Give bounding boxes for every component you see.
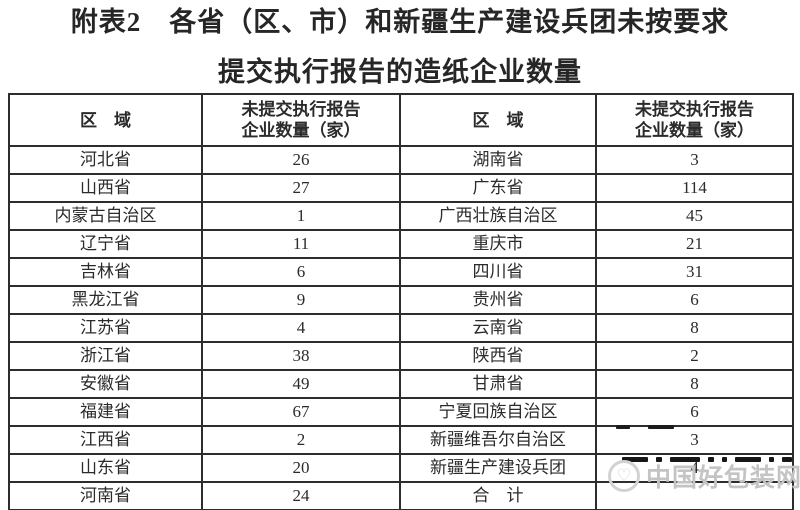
cell-count: 38 <box>201 341 401 371</box>
cell-count: 1 <box>201 201 401 231</box>
table-row: 山西省 27 广东省 114 <box>8 173 794 203</box>
cell-region: 河北省 <box>8 145 203 175</box>
cell-count: 4 <box>201 313 401 343</box>
cell-count: 11 <box>201 229 401 259</box>
cell-count: 49 <box>201 369 401 399</box>
table-row: 山东省 20 新疆生产建设兵团 4 <box>8 453 794 483</box>
table-row: 福建省 67 宁夏回族自治区 6 <box>8 397 794 427</box>
cell-count: 6 <box>201 257 401 287</box>
cell-region: 湖南省 <box>399 145 597 175</box>
cell-count: 20 <box>201 453 401 483</box>
table-row: 内蒙古自治区 1 广西壮族自治区 45 <box>8 201 794 231</box>
table-row: 浙江省 38 陕西省 2 <box>8 341 794 371</box>
cell-region: 甘肃省 <box>399 369 597 399</box>
watermark-text: 中国好包装网 <box>646 463 800 492</box>
title-line-1: 附表2 各省（区、市）和新疆生产建设兵团未按要求 <box>70 7 730 37</box>
header-count-left-line1: 未提交执行报告 <box>241 100 361 119</box>
cell-region: 贵州省 <box>399 285 597 315</box>
cell-region: 广东省 <box>399 173 597 203</box>
cell-region: 江西省 <box>8 425 203 455</box>
table-row: 河北省 26 湖南省 3 <box>8 145 794 175</box>
table-row: 吉林省 6 四川省 31 <box>8 257 794 287</box>
cell-region: 云南省 <box>399 313 597 343</box>
table-row: 安徽省 49 甘肃省 8 <box>8 369 794 399</box>
header-count-right-line2: 企业数量（家） <box>635 121 754 140</box>
cell-count: 8 <box>595 369 794 399</box>
cell-count: 9 <box>201 285 401 315</box>
watermark-logo-icon: ♡ <box>608 460 640 492</box>
document-title: 附表2 各省（区、市）和新疆生产建设兵团未按要求 提交执行报告的造纸企业数量 <box>0 6 800 88</box>
cell-region: 福建省 <box>8 397 203 427</box>
header-row: 区 域 未提交执行报告 企业数量（家） 区 域 未提交执行报告 企业数量（家） <box>8 93 794 147</box>
cell-region: 新疆生产建设兵团 <box>399 453 597 483</box>
cell-region: 河南省 <box>8 481 203 510</box>
cell-region: 新疆维吾尔自治区 <box>399 425 597 455</box>
cell-count: 21 <box>595 229 794 259</box>
cell-region: 陕西省 <box>399 341 597 371</box>
header-count-left: 未提交执行报告 企业数量（家） <box>201 93 401 147</box>
cell-region: 黑龙江省 <box>8 285 203 315</box>
cell-region: 宁夏回族自治区 <box>399 397 597 427</box>
table-row: 江西省 2 新疆维吾尔自治区 3 <box>8 425 794 455</box>
title-line-2: 提交执行报告的造纸企业数量 <box>218 57 582 87</box>
cell-region: 内蒙古自治区 <box>8 201 203 231</box>
cell-region: 江苏省 <box>8 313 203 343</box>
watermark: ♡ 中国好包装网 <box>602 452 800 502</box>
cell-count: 3 <box>595 145 794 175</box>
header-region-right: 区 域 <box>399 93 597 147</box>
header-count-right: 未提交执行报告 企业数量（家） <box>595 93 794 147</box>
cell-region: 广西壮族自治区 <box>399 201 597 231</box>
cell-count: 2 <box>201 425 401 455</box>
cell-count: 6 <box>595 397 794 427</box>
header-count-left-line2: 企业数量（家） <box>241 121 361 140</box>
table-row: 江苏省 4 云南省 8 <box>8 313 794 343</box>
cell-count: 24 <box>201 481 401 510</box>
table-row: 黑龙江省 9 贵州省 6 <box>8 285 794 315</box>
cell-region: 辽宁省 <box>8 229 203 259</box>
cell-count: 27 <box>201 173 401 203</box>
cell-count: 45 <box>595 201 794 231</box>
cell-region: 四川省 <box>399 257 597 287</box>
cell-count: 31 <box>595 257 794 287</box>
header-count-right-line1: 未提交执行报告 <box>635 100 754 119</box>
report-table: 区 域 未提交执行报告 企业数量（家） 区 域 未提交执行报告 企业数量（家） … <box>8 93 794 510</box>
cell-region: 山东省 <box>8 453 203 483</box>
cell-count: 8 <box>595 313 794 343</box>
scan-artifact-dashes <box>616 425 674 430</box>
cell-region: 山西省 <box>8 173 203 203</box>
header-region-left: 区 域 <box>8 93 203 147</box>
table-row: 辽宁省 11 重庆市 21 <box>8 229 794 259</box>
cell-region: 浙江省 <box>8 341 203 371</box>
cell-count: 3 <box>595 425 794 455</box>
cell-count: 26 <box>201 145 401 175</box>
cell-region: 吉林省 <box>8 257 203 287</box>
cell-region: 重庆市 <box>399 229 597 259</box>
table-row: 河南省 24 合 计 <box>8 481 794 510</box>
scan-artifact-dashes <box>622 456 792 462</box>
cell-count: 114 <box>595 173 794 203</box>
cell-region-total: 合 计 <box>399 481 597 510</box>
cell-count: 67 <box>201 397 401 427</box>
cell-count: 2 <box>595 341 794 371</box>
cell-count: 6 <box>595 285 794 315</box>
cell-region: 安徽省 <box>8 369 203 399</box>
